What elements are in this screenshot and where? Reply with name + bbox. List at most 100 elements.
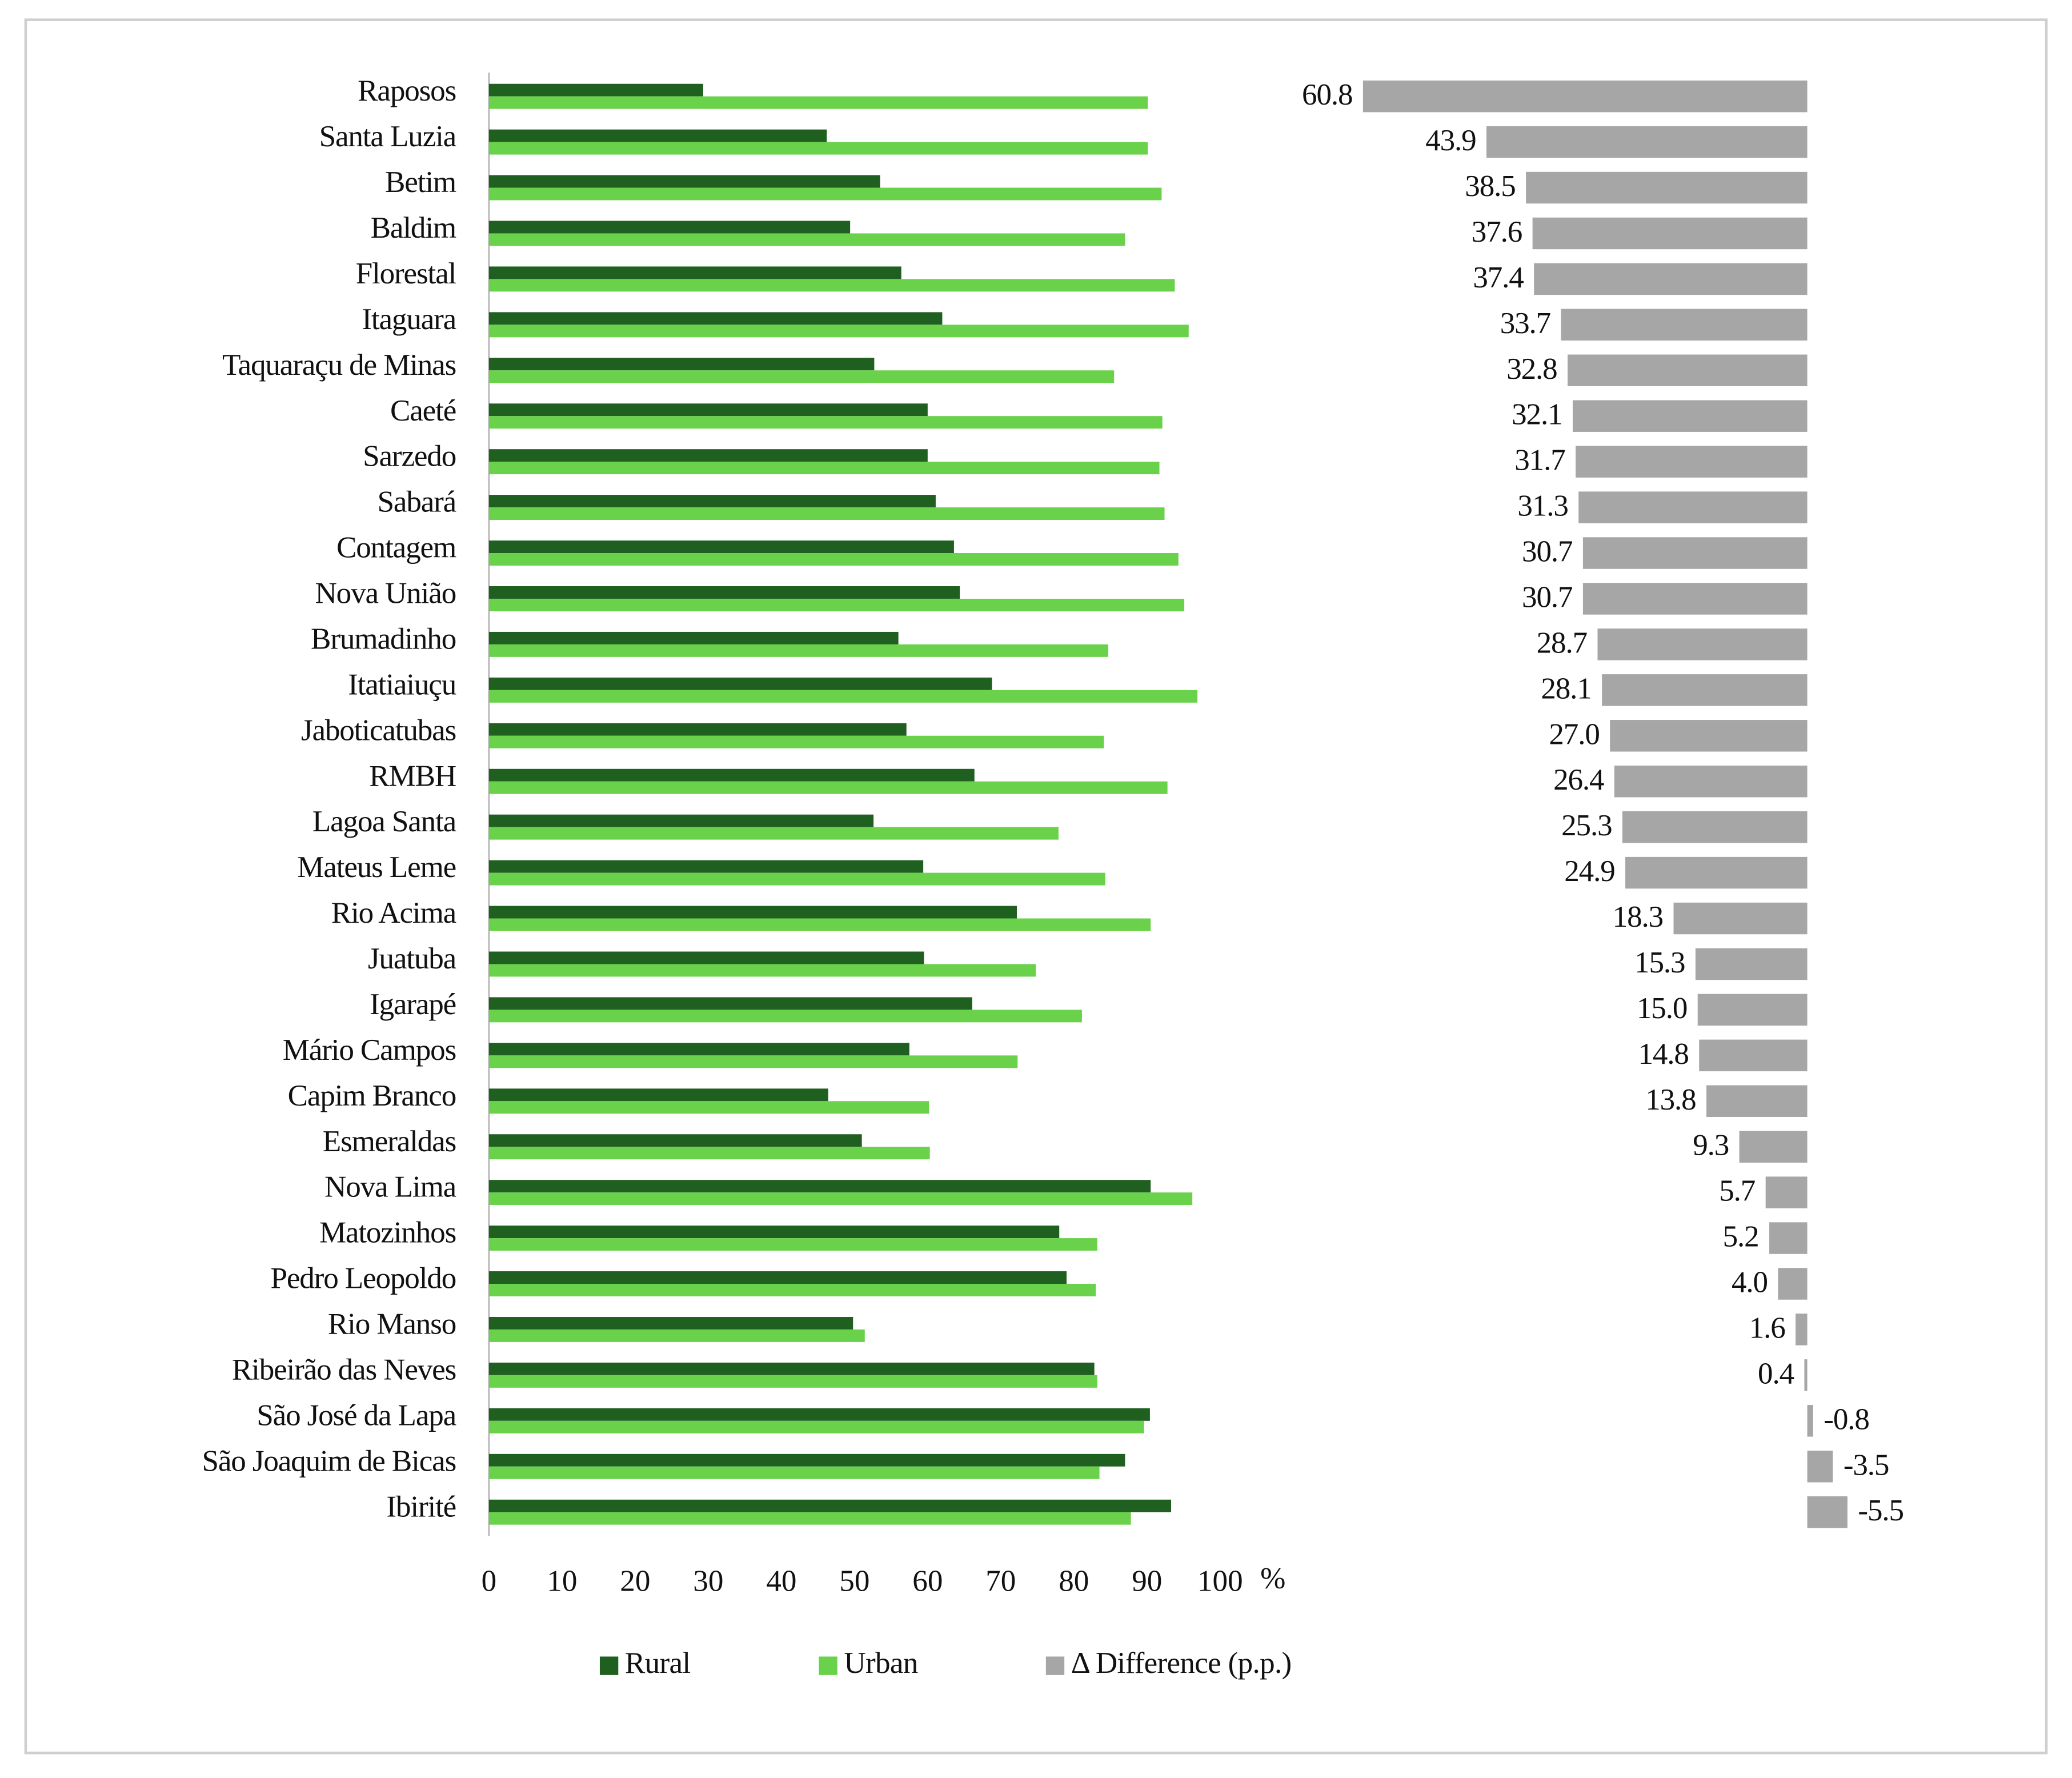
difference-bar (1807, 1405, 1813, 1437)
data-label: 37.4 (1473, 261, 1524, 294)
rural-bar (488, 906, 1017, 919)
data-label: 24.9 (1564, 855, 1614, 888)
legend-label: Δ Difference (p.p.) (1071, 1647, 1292, 1680)
rural-bar (488, 586, 960, 599)
difference-bar (1602, 674, 1808, 706)
data-label: 15.0 (1637, 992, 1687, 1025)
data-label: 1.6 (1749, 1311, 1785, 1344)
y-tick-label: Baldim (371, 211, 456, 245)
rural-bar (488, 540, 954, 554)
difference-bar (1765, 1176, 1808, 1208)
data-label: 30.7 (1522, 580, 1573, 614)
difference-bar (1695, 948, 1808, 980)
rural-bar (488, 266, 901, 279)
legend-swatch (599, 1656, 619, 1675)
rural-bar (488, 768, 975, 782)
data-label: 15.3 (1634, 946, 1685, 979)
difference-bar (1807, 1451, 1833, 1483)
rural-bar (488, 1134, 862, 1147)
urban-bar (488, 187, 1162, 201)
x-tick-label: 30 (693, 1565, 723, 1598)
difference-bar (1804, 1359, 1808, 1391)
rural-bar (488, 631, 899, 644)
rural-bar (488, 723, 907, 736)
difference-bar (1572, 400, 1808, 432)
data-label: 14.8 (1638, 1038, 1688, 1071)
data-label: 25.3 (1561, 809, 1612, 842)
urban-bar (488, 507, 1165, 520)
rural-bar (488, 403, 928, 417)
urban-bar (488, 1147, 930, 1160)
y-tick-label: Raposos (358, 74, 456, 107)
difference-bar (1807, 1496, 1847, 1528)
difference-bar (1699, 1039, 1808, 1072)
urban-bar (488, 964, 1036, 977)
difference-bar (1362, 80, 1808, 113)
difference-bar (1561, 309, 1808, 341)
difference-bar (1769, 1222, 1808, 1254)
rural-bar (488, 449, 928, 462)
y-tick-label: São José da Lapa (257, 1399, 456, 1432)
y-tick-label: Lagoa Santa (312, 805, 456, 838)
difference-bar (1778, 1268, 1808, 1300)
rural-bar (488, 1453, 1125, 1467)
y-tick-label: Florestal (356, 257, 456, 290)
legend-label: Urban (844, 1647, 917, 1680)
data-label: 4.0 (1732, 1266, 1768, 1299)
urban-bar (488, 416, 1163, 429)
difference-bar (1576, 446, 1808, 478)
difference-bar (1578, 491, 1808, 523)
data-label: -5.5 (1858, 1494, 1903, 1527)
urban-bar (488, 233, 1125, 246)
y-tick-label: Betim (385, 166, 456, 199)
urban-bar (488, 735, 1104, 748)
rural-bar (488, 358, 875, 371)
y-tick-label: Taquaraçu de Minas (222, 349, 456, 382)
y-tick-label: Itatiaiuçu (348, 668, 456, 701)
rural-bar (488, 677, 992, 690)
data-label: 37.6 (1472, 215, 1522, 249)
y-tick-label: Nova União (315, 577, 456, 610)
x-tick-label: 80 (1059, 1565, 1089, 1598)
urban-bar (488, 644, 1108, 657)
data-label: 27.0 (1549, 718, 1599, 751)
y-tick-label: Igarapé (370, 988, 456, 1021)
x-tick-label: 10 (547, 1565, 577, 1598)
y-tick-label: Brumadinho (311, 622, 456, 655)
x-tick-label: 70 (985, 1565, 1016, 1598)
urban-bar (488, 1466, 1100, 1479)
y-tick-label: Sabará (378, 486, 456, 519)
y-tick-label: RMBH (369, 759, 456, 792)
y-tick-label: Ibirité (386, 1490, 456, 1523)
rural-bar (488, 221, 851, 234)
data-label: 28.1 (1541, 672, 1591, 705)
difference-bar (1532, 217, 1808, 250)
x-tick-label: 50 (839, 1565, 869, 1598)
y-tick-label: Capim Branco (288, 1079, 456, 1112)
data-label: 32.1 (1512, 398, 1562, 431)
rural-bar (488, 83, 703, 97)
rural-bar (488, 1362, 1095, 1375)
rural-bar (488, 1499, 1172, 1512)
rural-bar (488, 495, 936, 508)
data-label: 28.7 (1537, 626, 1588, 659)
difference-bar (1568, 354, 1808, 386)
legend-swatch (819, 1656, 837, 1675)
x-tick-label: 40 (766, 1565, 796, 1598)
data-label: 30.7 (1522, 535, 1573, 568)
data-label: 31.3 (1517, 490, 1568, 523)
rural-bar (488, 1408, 1150, 1421)
y-tick-label: Ribeirão das Neves (232, 1353, 456, 1386)
y-tick-label: Mário Campos (283, 1034, 456, 1067)
rural-bar (488, 175, 880, 188)
urban-bar (488, 690, 1198, 703)
urban-bar (488, 1192, 1193, 1206)
data-label: 18.3 (1613, 900, 1663, 934)
data-label: -0.8 (1823, 1403, 1869, 1436)
urban-bar (488, 1010, 1082, 1023)
urban-bar (488, 1055, 1018, 1068)
x-axis-label: % (1260, 1562, 1285, 1595)
y-tick-label: Esmeraldas (323, 1125, 456, 1158)
y-tick-label: Pedro Leopoldo (270, 1262, 456, 1295)
